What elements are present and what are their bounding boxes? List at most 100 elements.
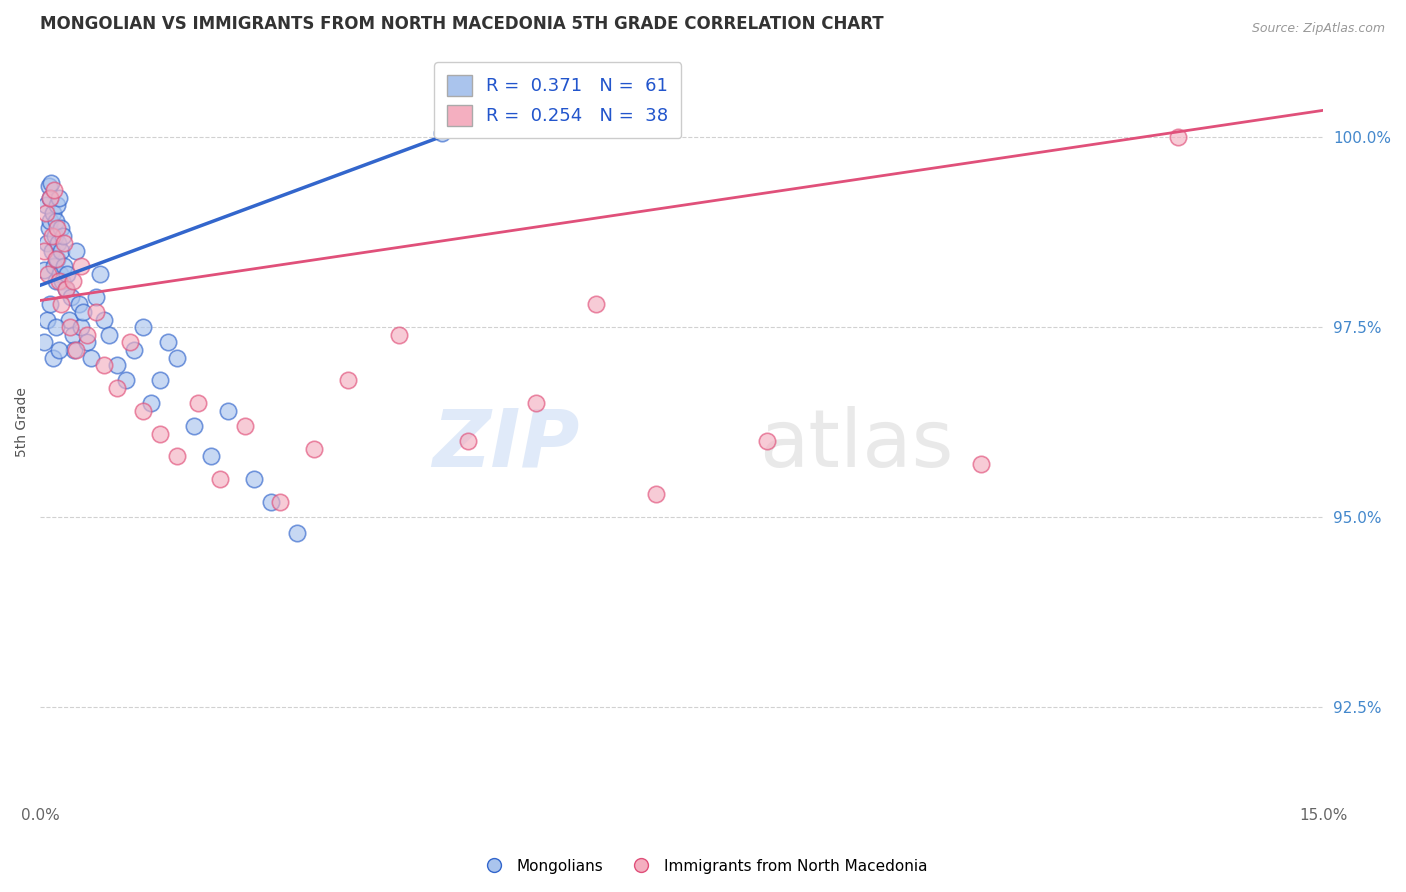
Point	[45, 213, 67, 227]
Point	[76, 335, 98, 350]
Point	[645, 487, 668, 501]
Point	[53, 236, 76, 251]
Point	[42, 351, 65, 365]
Point	[67, 297, 90, 311]
Point	[44, 320, 66, 334]
Point	[72, 305, 94, 319]
Point	[51, 244, 73, 258]
Point	[59, 320, 82, 334]
Point	[200, 450, 222, 464]
Point	[37, 267, 59, 281]
Point	[49, 267, 72, 281]
Point	[285, 525, 308, 540]
Point	[457, 434, 479, 449]
Point	[84, 305, 107, 319]
Point	[166, 450, 188, 464]
Point	[337, 373, 360, 387]
Point	[132, 404, 155, 418]
Point	[970, 457, 993, 471]
Point	[48, 191, 70, 205]
Point	[302, 442, 325, 456]
Point	[141, 396, 163, 410]
Point	[208, 472, 231, 486]
Point	[105, 381, 128, 395]
Point	[44, 228, 66, 243]
Point	[388, 327, 411, 342]
Point	[132, 320, 155, 334]
Point	[105, 358, 128, 372]
Point	[183, 419, 205, 434]
Legend: R =  0.371   N =  61, R =  0.254   N =  38: R = 0.371 N = 61, R = 0.254 N = 38	[434, 62, 682, 138]
Point	[122, 343, 145, 357]
Point	[63, 343, 86, 357]
Point	[65, 343, 87, 357]
Point	[243, 472, 266, 486]
Point	[53, 260, 76, 274]
Point	[65, 244, 87, 258]
Point	[76, 327, 98, 342]
Point	[93, 312, 115, 326]
Point	[39, 176, 62, 190]
Point	[35, 236, 58, 251]
Point	[70, 320, 93, 334]
Point	[51, 297, 73, 311]
Point	[34, 244, 56, 258]
Point	[93, 358, 115, 372]
Point	[55, 282, 77, 296]
Point	[62, 327, 84, 342]
Point	[524, 396, 547, 410]
Legend: Mongolians, Immigrants from North Macedonia: Mongolians, Immigrants from North Macedo…	[472, 853, 934, 880]
Point	[42, 183, 65, 197]
Point	[585, 297, 607, 311]
Point	[166, 351, 188, 365]
Point	[62, 275, 84, 289]
Point	[48, 343, 70, 357]
Y-axis label: 5th Grade: 5th Grade	[15, 387, 30, 457]
Point	[38, 179, 60, 194]
Point	[39, 191, 62, 205]
Point	[756, 434, 779, 449]
Point	[149, 426, 172, 441]
Point	[46, 236, 69, 251]
Point	[235, 419, 257, 434]
Point	[41, 228, 63, 243]
Point	[38, 221, 60, 235]
Point	[56, 267, 79, 281]
Point	[35, 312, 58, 326]
Point	[42, 260, 65, 274]
Point	[269, 495, 291, 509]
Point	[80, 351, 103, 365]
Point	[1167, 130, 1189, 145]
Point	[46, 221, 69, 235]
Point	[49, 221, 72, 235]
Point	[42, 206, 65, 220]
Text: ZIP: ZIP	[432, 406, 579, 483]
Point	[46, 252, 69, 266]
Point	[217, 404, 239, 418]
Text: Source: ZipAtlas.com: Source: ZipAtlas.com	[1251, 22, 1385, 36]
Point	[187, 396, 209, 410]
Point	[34, 263, 56, 277]
Point	[118, 335, 141, 350]
Point	[97, 327, 120, 342]
Point	[44, 275, 66, 289]
Point	[89, 267, 111, 281]
Point	[44, 252, 66, 266]
Point	[52, 228, 75, 243]
Point	[84, 290, 107, 304]
Point	[55, 282, 77, 296]
Text: atlas: atlas	[759, 406, 953, 483]
Point	[430, 126, 453, 140]
Point	[39, 297, 62, 311]
Point	[35, 198, 58, 212]
Point	[46, 198, 69, 212]
Point	[260, 495, 283, 509]
Point	[58, 312, 80, 326]
Point	[70, 260, 93, 274]
Text: MONGOLIAN VS IMMIGRANTS FROM NORTH MACEDONIA 5TH GRADE CORRELATION CHART: MONGOLIAN VS IMMIGRANTS FROM NORTH MACED…	[41, 15, 884, 33]
Point	[38, 191, 60, 205]
Point	[39, 213, 62, 227]
Point	[34, 335, 56, 350]
Point	[51, 275, 73, 289]
Point	[48, 275, 70, 289]
